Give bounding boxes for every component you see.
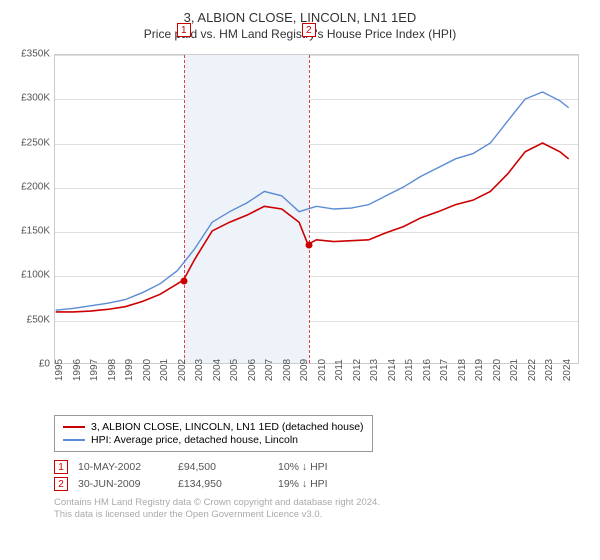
x-tick-label: 2024 <box>562 359 600 381</box>
sales-table-marker: 1 <box>54 460 68 474</box>
footer-line-1: Contains HM Land Registry data © Crown c… <box>54 497 590 509</box>
sales-table-delta: 10% ↓ HPI <box>278 461 368 473</box>
line-series-svg <box>55 55 578 363</box>
y-tick-label: £200K <box>10 181 50 192</box>
legend-label: 3, ALBION CLOSE, LINCOLN, LN1 1ED (detac… <box>91 421 364 433</box>
y-tick-label: £0 <box>10 359 50 370</box>
sale-marker-dot <box>180 278 187 285</box>
sale-marker-dot <box>305 242 312 249</box>
sales-table-price: £134,950 <box>178 478 268 490</box>
sales-table-row: 2 30-JUN-2009 £134,950 19% ↓ HPI <box>54 477 590 491</box>
plot-region: 12 <box>54 54 579 364</box>
y-tick-label: £100K <box>10 270 50 281</box>
chart-subtitle: Price paid vs. HM Land Registry's House … <box>10 27 590 41</box>
legend-swatch <box>63 439 85 441</box>
sales-table-price: £94,500 <box>178 461 268 473</box>
legend-row: 3, ALBION CLOSE, LINCOLN, LN1 1ED (detac… <box>63 421 364 433</box>
legend: 3, ALBION CLOSE, LINCOLN, LN1 1ED (detac… <box>54 415 373 452</box>
sales-table-row: 1 10-MAY-2002 £94,500 10% ↓ HPI <box>54 460 590 474</box>
sales-table-date: 30-JUN-2009 <box>78 478 168 490</box>
y-tick-label: £350K <box>10 49 50 60</box>
series-line <box>56 143 569 312</box>
chart-container: 3, ALBION CLOSE, LINCOLN, LN1 1ED Price … <box>0 0 600 560</box>
sale-marker-label: 2 <box>302 23 316 37</box>
footer: Contains HM Land Registry data © Crown c… <box>54 497 590 522</box>
chart-area: £0£50K£100K£150K£200K£250K£300K£350K 12 … <box>10 49 590 409</box>
sales-table-date: 10-MAY-2002 <box>78 461 168 473</box>
sales-table: 1 10-MAY-2002 £94,500 10% ↓ HPI 2 30-JUN-2009… <box>54 460 590 491</box>
legend-label: HPI: Average price, detached house, Linc… <box>91 434 298 446</box>
legend-swatch <box>63 426 85 428</box>
y-tick-label: £300K <box>10 93 50 104</box>
series-line <box>56 92 569 310</box>
sale-marker-label: 1 <box>177 23 191 37</box>
footer-line-2: This data is licensed under the Open Gov… <box>54 509 590 521</box>
sales-table-delta: 19% ↓ HPI <box>278 478 368 490</box>
y-tick-label: £150K <box>10 226 50 237</box>
y-tick-label: £250K <box>10 137 50 148</box>
chart-title: 3, ALBION CLOSE, LINCOLN, LN1 1ED <box>10 10 590 25</box>
y-tick-label: £50K <box>10 314 50 325</box>
legend-row: HPI: Average price, detached house, Linc… <box>63 434 364 446</box>
sales-table-marker: 2 <box>54 477 68 491</box>
